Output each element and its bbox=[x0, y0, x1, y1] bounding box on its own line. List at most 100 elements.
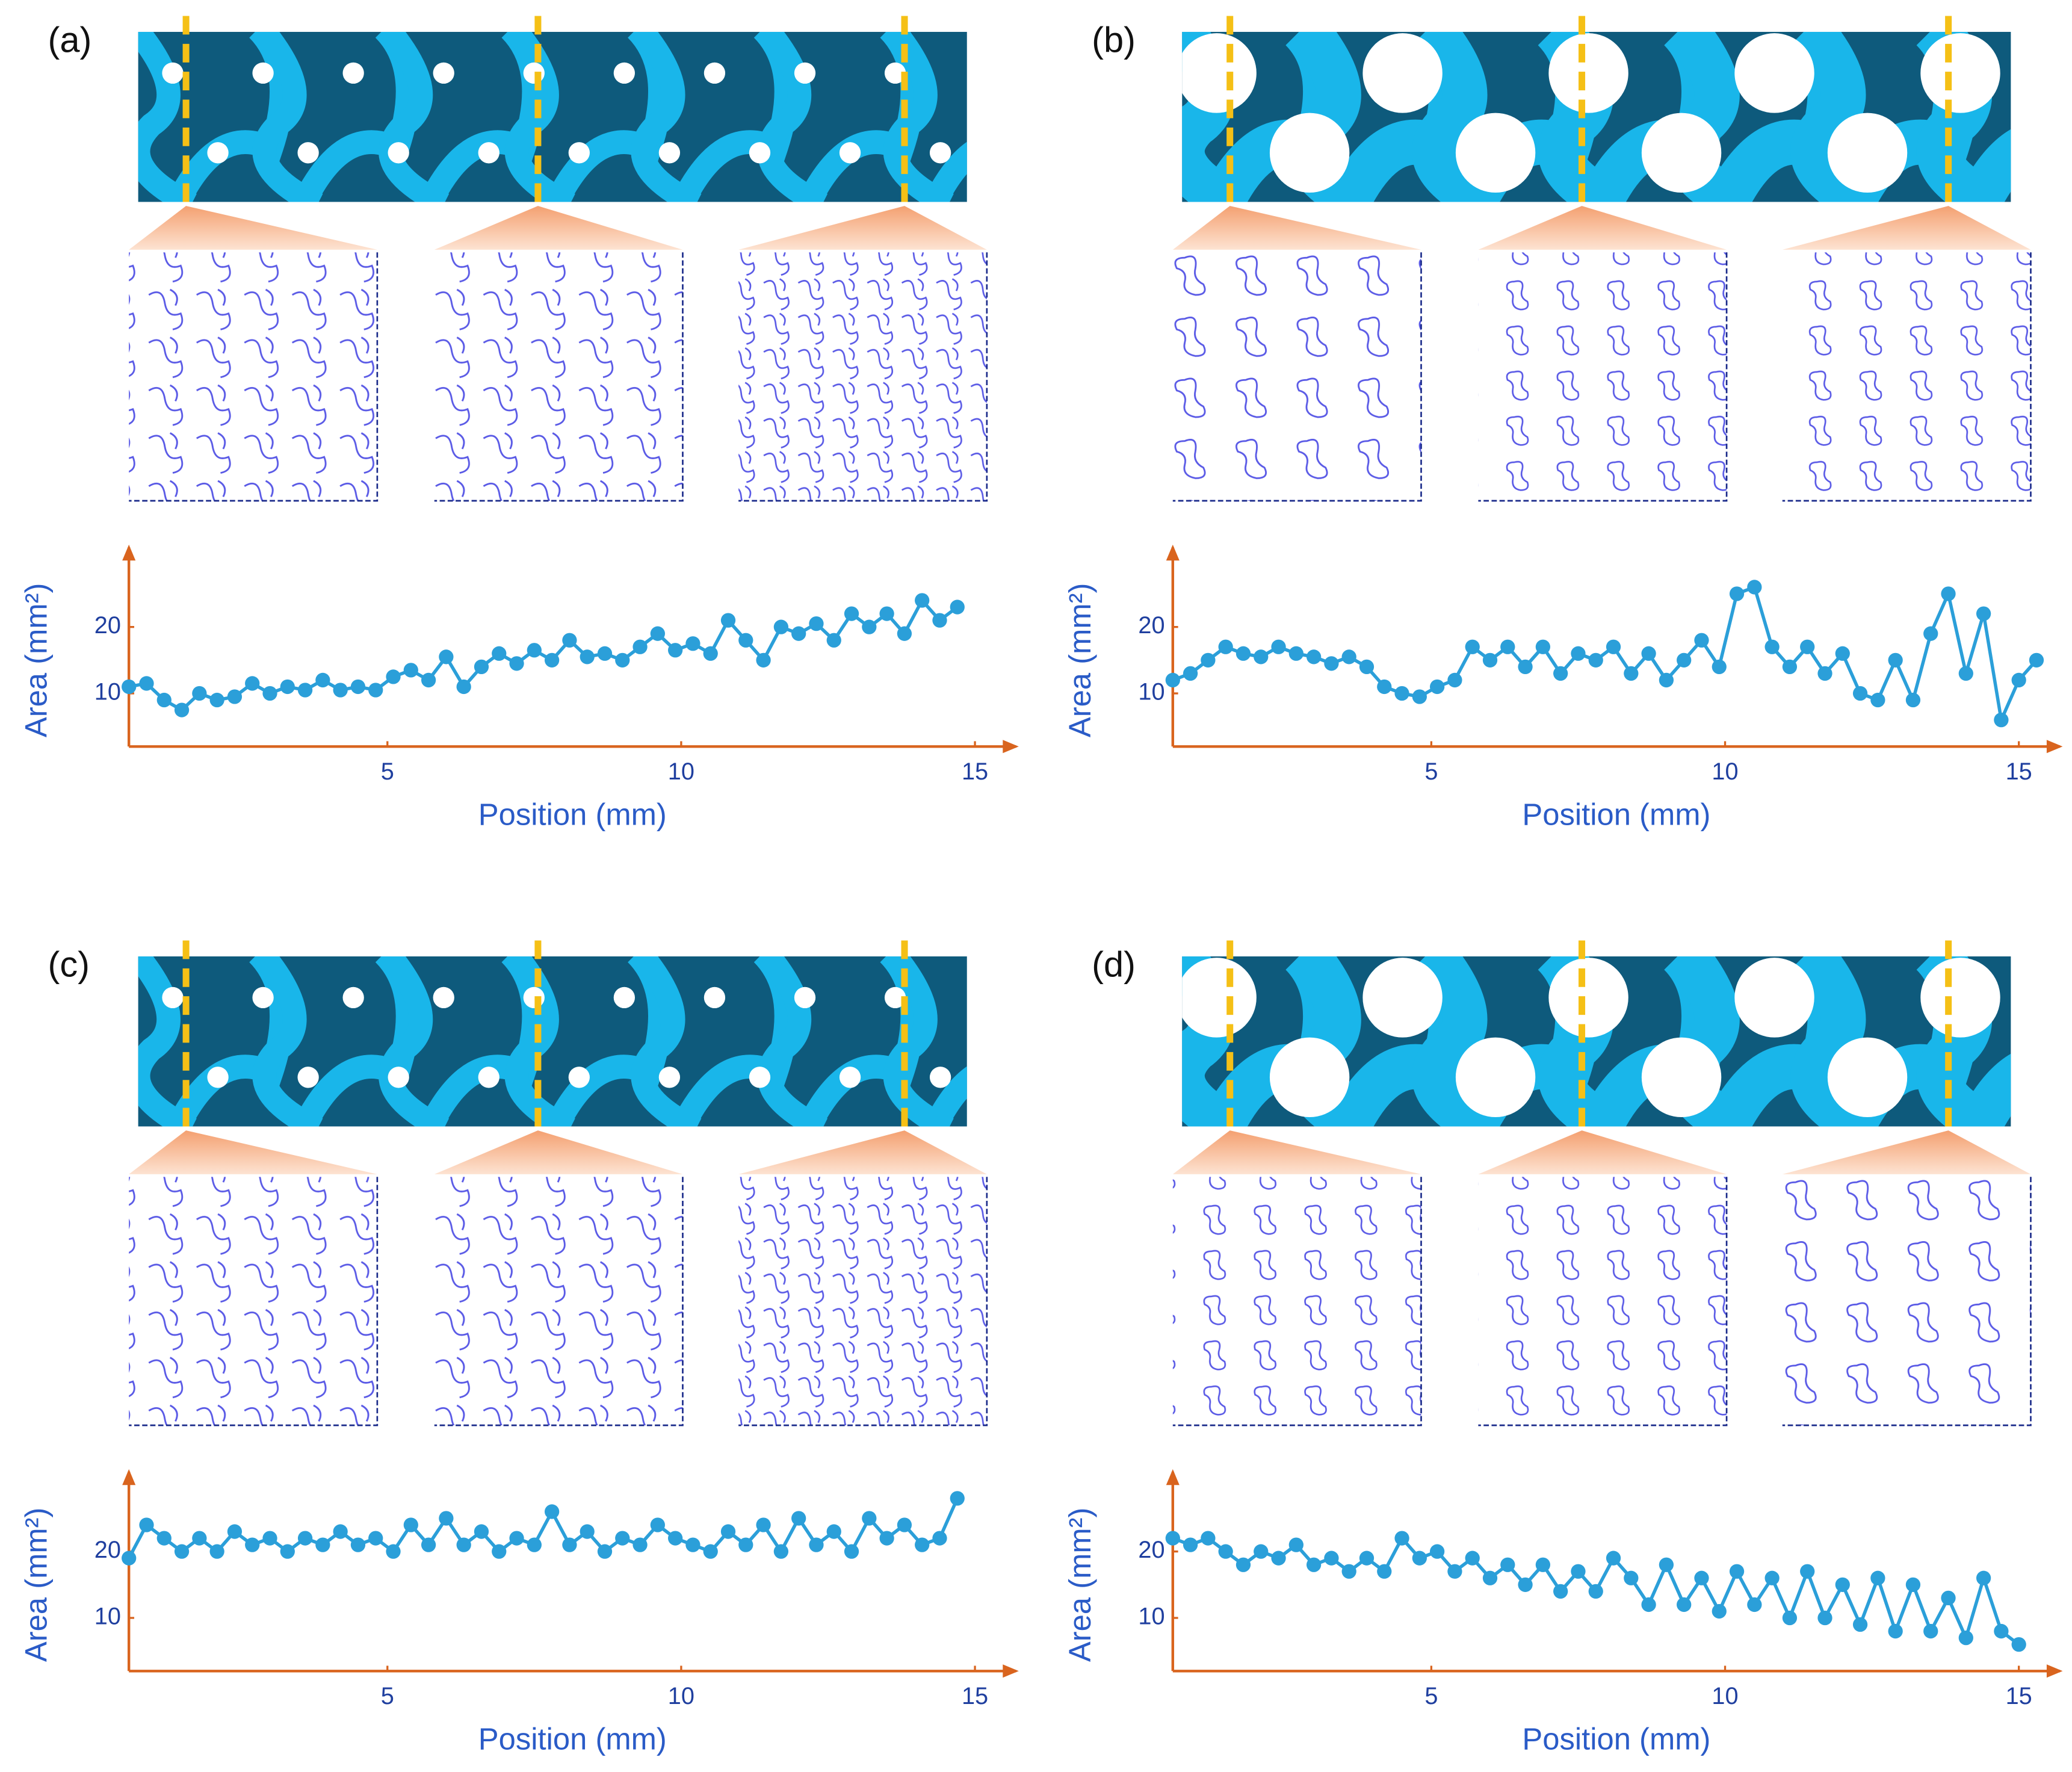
data-point bbox=[756, 652, 771, 668]
cross-section bbox=[129, 252, 377, 501]
data-point bbox=[668, 1531, 683, 1546]
data-point bbox=[950, 599, 965, 615]
pore bbox=[1827, 1037, 1908, 1117]
x-tick-label: 10 bbox=[1712, 758, 1738, 785]
data-point bbox=[1677, 1597, 1692, 1612]
pore bbox=[839, 1067, 861, 1088]
data-point bbox=[950, 1491, 965, 1506]
data-point bbox=[262, 686, 277, 701]
data-point bbox=[139, 1517, 154, 1532]
pore bbox=[342, 987, 364, 1009]
pore bbox=[704, 62, 726, 84]
data-point bbox=[315, 1537, 330, 1552]
structure-panel bbox=[1172, 16, 2032, 502]
data-point bbox=[192, 1531, 207, 1546]
data-point bbox=[703, 646, 718, 661]
data-point bbox=[192, 686, 207, 701]
data-point bbox=[1165, 672, 1180, 688]
data-point bbox=[562, 633, 577, 648]
cross-section bbox=[1172, 1177, 1421, 1425]
structure-panel bbox=[129, 940, 988, 1427]
data-point bbox=[1201, 1531, 1216, 1546]
pore bbox=[252, 62, 274, 84]
pore bbox=[1734, 958, 1814, 1038]
data-point bbox=[2011, 672, 2026, 688]
x-axis-label: Position (mm) bbox=[478, 798, 667, 832]
data-point bbox=[1377, 1564, 1392, 1579]
data-point bbox=[1465, 639, 1480, 654]
data-point bbox=[439, 1511, 454, 1526]
data-point bbox=[1606, 639, 1621, 654]
cross-section bbox=[1478, 1177, 1727, 1425]
x-arrow bbox=[1003, 1664, 1019, 1678]
cross-section bbox=[1782, 252, 2031, 501]
pore bbox=[749, 142, 771, 164]
data-point bbox=[720, 613, 736, 628]
strip-content bbox=[1182, 31, 2011, 202]
section-edge bbox=[434, 252, 684, 502]
cross-section bbox=[738, 1177, 987, 1425]
cross-section bbox=[738, 252, 987, 501]
section-edge bbox=[129, 252, 379, 502]
zoom-fan bbox=[738, 206, 987, 250]
data-point bbox=[544, 652, 560, 668]
data-point bbox=[2011, 1637, 2026, 1652]
pore bbox=[162, 987, 184, 1009]
data-point bbox=[227, 1524, 243, 1539]
x-axis-label: Position (mm) bbox=[1522, 798, 1710, 832]
cross-section bbox=[1172, 252, 1421, 501]
pore bbox=[1641, 1037, 1722, 1117]
data-point bbox=[156, 1531, 172, 1546]
pore bbox=[613, 62, 636, 84]
data-point bbox=[1341, 649, 1356, 664]
data-point bbox=[474, 1524, 489, 1539]
data-point bbox=[122, 679, 137, 695]
pore bbox=[1182, 958, 1257, 1038]
data-point bbox=[1341, 1564, 1356, 1579]
data-point bbox=[1218, 639, 1233, 654]
section-edge bbox=[1478, 1177, 1728, 1427]
pore bbox=[1548, 958, 1628, 1038]
cross-section bbox=[434, 1177, 683, 1425]
pore bbox=[794, 62, 816, 84]
data-point bbox=[421, 672, 436, 688]
data-point bbox=[738, 633, 753, 648]
data-point bbox=[1430, 1544, 1445, 1559]
data-point bbox=[1588, 1584, 1603, 1599]
data-point bbox=[1288, 646, 1304, 661]
data-point bbox=[456, 1537, 471, 1552]
zoom-fan bbox=[434, 206, 683, 250]
x-arrow bbox=[1003, 740, 1019, 754]
data-point bbox=[1905, 692, 1921, 708]
data-point bbox=[1306, 649, 1322, 664]
data-point bbox=[685, 636, 700, 651]
x-axis-label: Position (mm) bbox=[478, 1722, 667, 1756]
data-point bbox=[1165, 1531, 1180, 1546]
data-point bbox=[1588, 652, 1603, 668]
data-point bbox=[1571, 646, 1586, 661]
zoom-fan bbox=[434, 1130, 683, 1174]
pore bbox=[478, 1067, 499, 1088]
pore bbox=[794, 987, 816, 1009]
pore bbox=[1362, 33, 1443, 113]
data-point bbox=[1994, 713, 2009, 728]
x-tick-label: 5 bbox=[381, 758, 394, 785]
data-point bbox=[1377, 679, 1392, 695]
x-tick-label: 15 bbox=[962, 1683, 988, 1709]
cross-section bbox=[434, 252, 683, 501]
data-point bbox=[1183, 666, 1198, 681]
data-point bbox=[773, 619, 789, 634]
data-point bbox=[1254, 649, 1269, 664]
data-point bbox=[1800, 1564, 1815, 1579]
data-point bbox=[1659, 672, 1674, 688]
y-tick-label: 20 bbox=[94, 1537, 121, 1563]
data-point bbox=[1535, 1557, 1551, 1572]
data-point bbox=[527, 643, 542, 658]
data-point bbox=[1852, 1617, 1868, 1632]
data-point bbox=[368, 683, 383, 698]
data-point bbox=[1518, 1577, 1533, 1592]
data-point bbox=[174, 702, 190, 717]
data-point bbox=[368, 1531, 383, 1546]
data-point bbox=[1412, 689, 1427, 704]
data-point bbox=[1624, 1570, 1639, 1585]
